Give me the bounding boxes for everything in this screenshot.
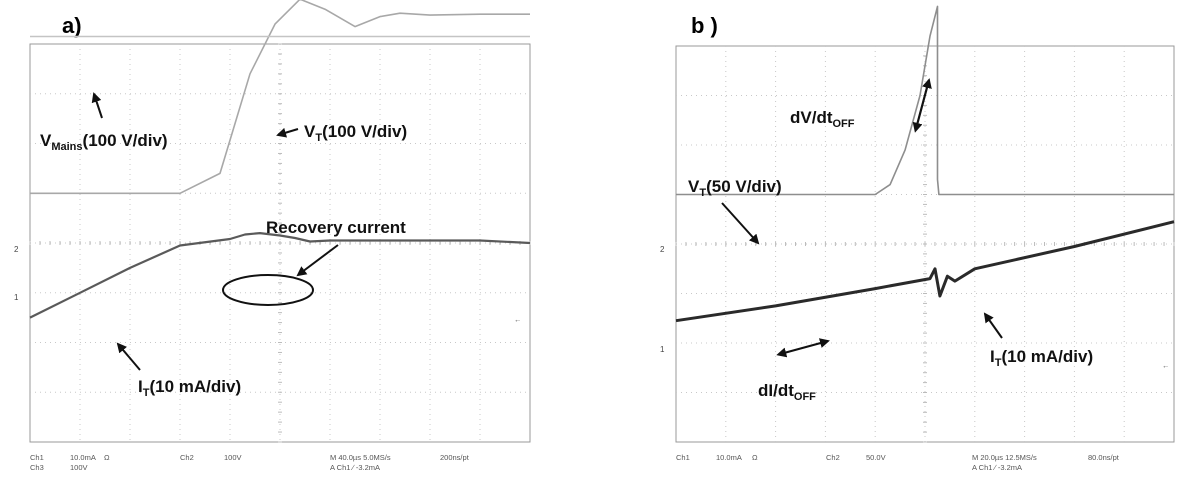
panel-b-status-ch2-scale: 50.0V — [866, 453, 886, 462]
panel-a: a) 2 1 VMains(100 V/div) VT(100 V/div) R… — [14, 0, 531, 472]
panel-a-arrow-recovery — [296, 244, 339, 277]
panel-b-arrow-vt — [721, 202, 760, 245]
panel-a-ch2-marker: 2 — [14, 245, 19, 254]
panel-b-label: b ) — [691, 13, 718, 38]
panel-a-arrow-vt — [276, 127, 299, 138]
panel-b-status-ohm: Ω — [752, 453, 758, 462]
panel-b-arrow-it — [983, 312, 1003, 339]
panel-b-annotation-it: IT(10 mA/div) — [990, 347, 1093, 369]
panel-a-status-ohm: Ω — [104, 453, 110, 462]
panel-a-annotation-vmains: VMains(100 V/div) — [40, 131, 168, 153]
panel-b-arrow-dvdt — [912, 78, 932, 133]
panel-b-status-resolution: 80.0ns/pt — [1088, 453, 1120, 462]
panel-a-status-ch3-scale: 100V — [70, 463, 88, 472]
panel-a-status-resolution: 200ns/pt — [440, 453, 470, 462]
panel-a-recovery-ellipse — [222, 274, 314, 306]
panel-b-ch1-marker: 1 — [660, 345, 665, 354]
panel-a-status-ch2-scale: 100V — [224, 453, 242, 462]
panel-b-ch2-marker: 2 — [660, 245, 665, 254]
panel-a-annotation-vt: VT(100 V/div) — [304, 122, 407, 144]
panel-b: b ) 2 1 dV/dtOFF VT(50 V/div) IT(10 mA/d… — [660, 5, 1175, 472]
panel-b-annotation-vt: VT(50 V/div) — [688, 177, 782, 199]
panel-b-status-ch2: Ch2 — [826, 453, 840, 462]
panel-a-status-ch2: Ch2 — [180, 453, 194, 462]
panel-b-trace-1 — [676, 5, 1174, 196]
panel-b-trace-2 — [675, 220, 1175, 323]
panel-b-status-ch1: Ch1 — [676, 453, 690, 462]
panel-a-status-ch1: Ch1 — [30, 453, 44, 462]
panel-a-annotation-it: IT(10 mA/div) — [138, 377, 241, 399]
panel-a-annotation-recovery: Recovery current — [266, 218, 406, 237]
panel-a-status-trigger: A Ch1 ∕ -3.2mA — [330, 463, 380, 472]
panel-a-grid — [29, 43, 531, 443]
panel-a-status-timebase: M 40.0µs 5.0MS/s — [330, 453, 391, 462]
panel-a-trace-2 — [29, 232, 531, 319]
panel-a-arrow-it — [116, 342, 141, 371]
panel-b-trigger-arrow: ← — [1162, 361, 1170, 370]
panel-b-status-trigger: A Ch1 ∕ -3.2mA — [972, 463, 1022, 472]
panel-b-status-timebase: M 20.0µs 12.5MS/s — [972, 453, 1037, 462]
panel-b-series — [675, 5, 1175, 323]
panel-a-trigger-arrow: ← — [514, 315, 522, 324]
panel-b-status-ch1-scale: 10.0mA — [716, 453, 742, 462]
panel-a-trace-1 — [30, 0, 530, 195]
panel-b-annotation-dvdt: dV/dtOFF — [790, 108, 855, 130]
panel-a-arrow-vmains — [91, 92, 103, 119]
panel-a-label: a) — [62, 13, 82, 38]
panel-b-arrow-didt — [776, 338, 830, 358]
panel-b-annotation-didt: dI/dtOFF — [758, 381, 816, 403]
panel-a-series — [29, 0, 531, 319]
panel-a-status-ch1-scale: 10.0mA — [70, 453, 96, 462]
panel-a-ch1-marker: 1 — [14, 293, 19, 302]
panel-a-status-ch3: Ch3 — [30, 463, 44, 472]
